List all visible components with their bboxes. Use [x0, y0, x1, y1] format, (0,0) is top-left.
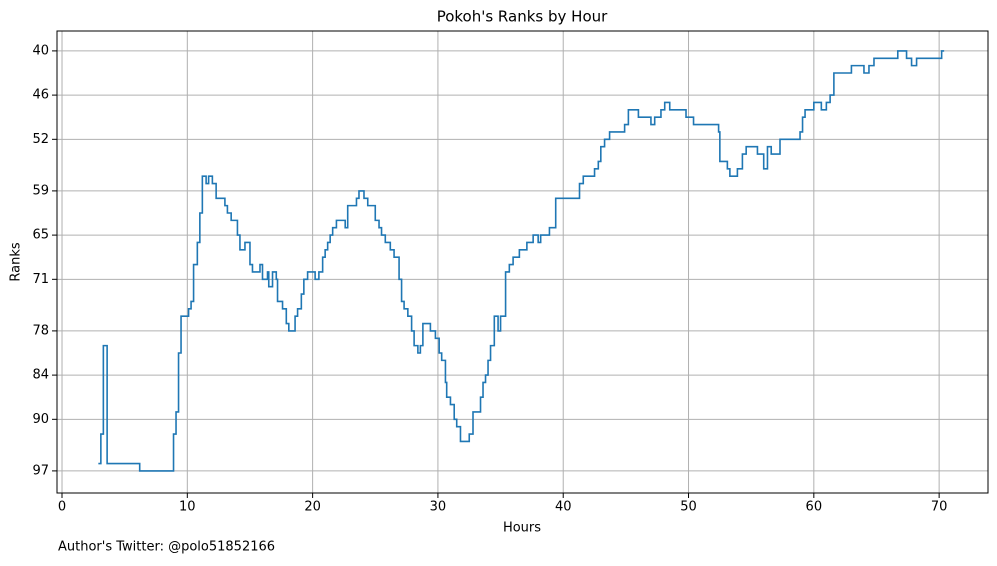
x-tick-label: 50	[680, 500, 697, 515]
x-tick-label: 70	[931, 500, 948, 515]
y-axis-label: Ranks	[9, 242, 24, 281]
y-tick-label: 46	[32, 88, 49, 103]
y-tick-label: 52	[32, 132, 49, 147]
y-tick-label: 71	[32, 272, 49, 287]
x-tick-label: 10	[179, 500, 196, 515]
chart-title: Pokoh's Ranks by Hour	[437, 8, 608, 26]
y-tick-label: 40	[32, 43, 49, 58]
x-tick-label: 30	[430, 500, 447, 515]
y-tick-label: 78	[32, 323, 49, 338]
x-tick-label: 40	[555, 500, 572, 515]
plot-frame	[56, 30, 989, 494]
x-tick-label: 20	[304, 500, 321, 515]
annotation: Author's Twitter: @polo51852166	[58, 540, 275, 555]
y-tick-label: 84	[32, 368, 49, 383]
y-tick-label: 65	[32, 228, 49, 243]
x-tick-label: 60	[806, 500, 823, 515]
x-tick-label: 0	[58, 500, 66, 515]
y-tick-label: 90	[32, 412, 49, 427]
data-line	[98, 50, 945, 472]
y-tick-label: 59	[32, 183, 49, 198]
y-tick-label: 97	[32, 463, 49, 478]
x-axis-label: Hours	[503, 521, 541, 536]
